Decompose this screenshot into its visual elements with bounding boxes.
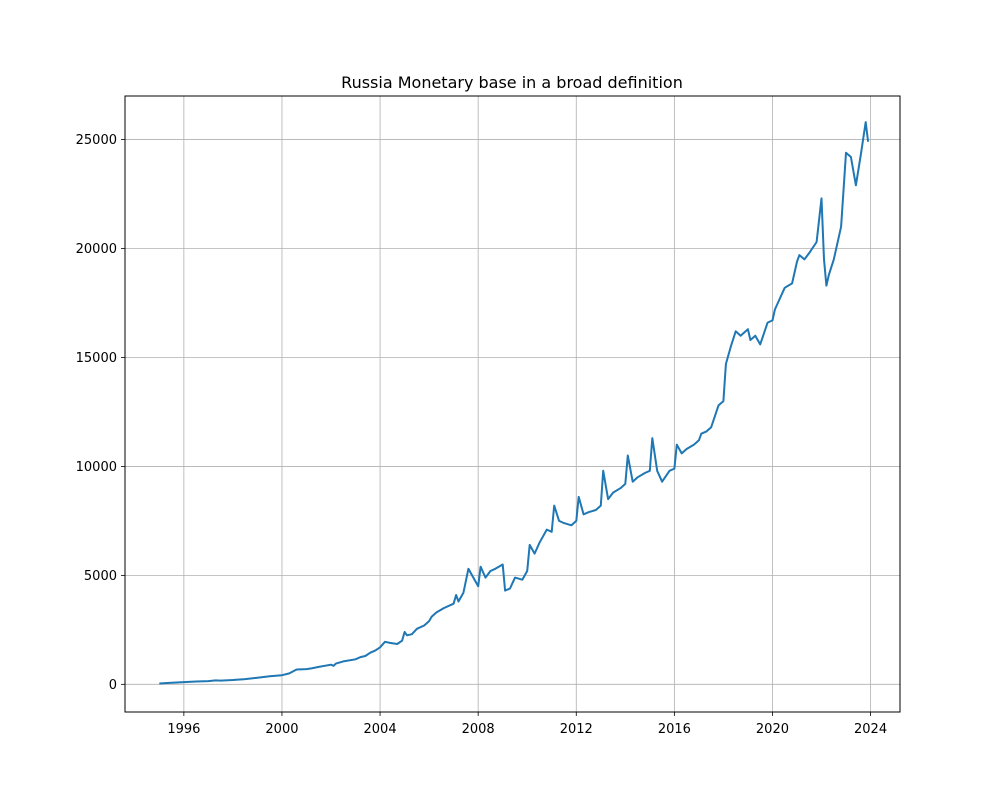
x-tick-label: 2020	[756, 722, 789, 737]
y-tick-label: 25000	[76, 133, 117, 148]
x-tick-label: 2024	[854, 722, 887, 737]
x-tick-label: 2000	[265, 722, 298, 737]
x-tick-label: 2012	[560, 722, 593, 737]
chart-title: Russia Monetary base in a broad definiti…	[341, 73, 683, 92]
plot-frame	[124, 95, 901, 713]
x-tick-label: 2016	[658, 722, 691, 737]
plot-area	[159, 121, 870, 685]
y-tick-label: 15000	[76, 351, 117, 366]
grid-lines	[125, 96, 900, 712]
axes: 1996 2000 2004 2008 2012 2016 2020 2024 0 5000 100…	[76, 133, 887, 737]
y-tick-label: 0	[109, 678, 117, 693]
y-tick-label: 5000	[84, 569, 117, 584]
y-tick-label: 20000	[76, 242, 117, 257]
x-tick-label: 2004	[364, 722, 397, 737]
y-tick-label: 10000	[76, 460, 117, 475]
x-tick-label: 1996	[167, 722, 200, 737]
series-line	[159, 121, 870, 685]
x-tick-label: 2008	[462, 722, 495, 737]
